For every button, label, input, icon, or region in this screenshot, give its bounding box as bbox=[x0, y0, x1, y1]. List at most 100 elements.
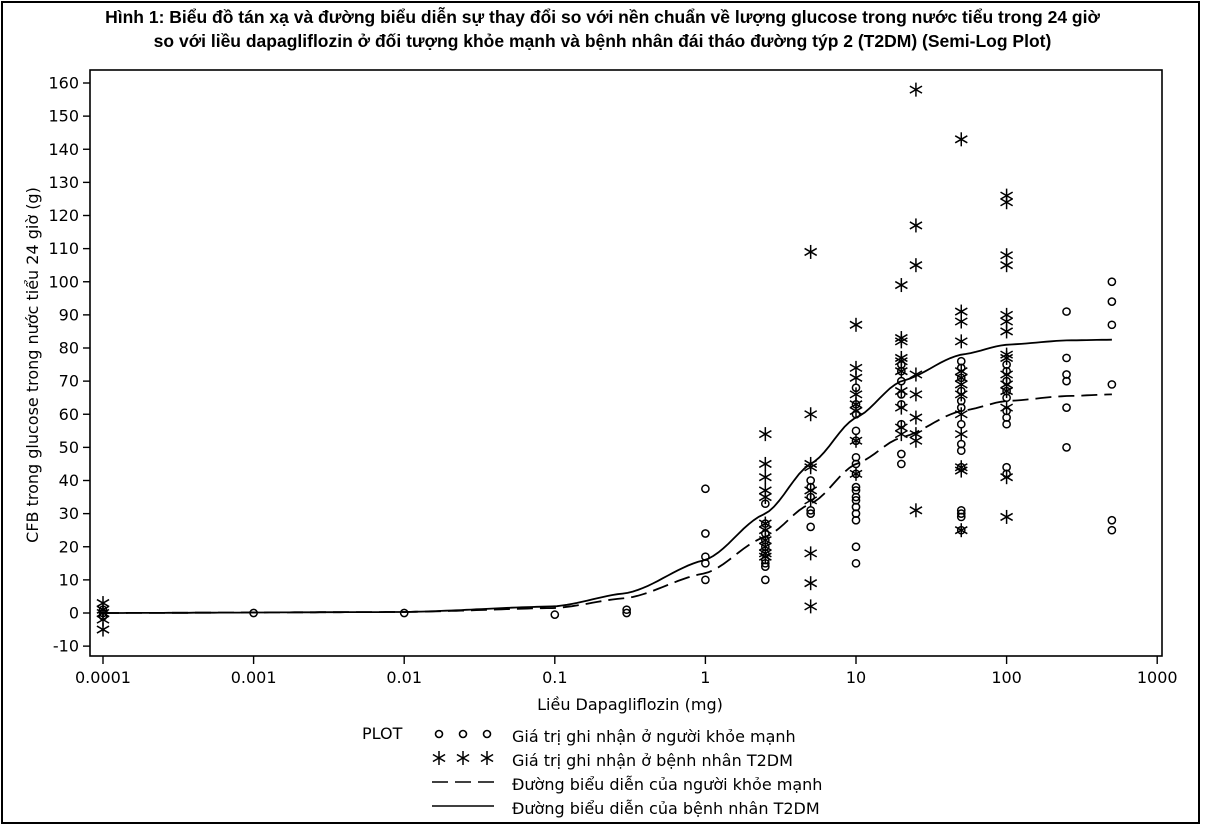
asterisk-marker bbox=[758, 456, 772, 471]
x-tick-label: 1 bbox=[700, 668, 710, 687]
asterisk-marker bbox=[849, 317, 863, 332]
x-tick-label: 0.01 bbox=[386, 668, 422, 687]
asterisk-marker bbox=[849, 433, 863, 448]
asterisk-marker bbox=[758, 427, 772, 442]
healthy-data-point bbox=[851, 482, 861, 492]
asterisk-marker bbox=[804, 244, 818, 259]
healthy-data-point bbox=[701, 558, 710, 568]
asterisk-marker bbox=[849, 370, 863, 385]
asterisk-marker bbox=[1000, 324, 1014, 339]
healthy-data-point bbox=[399, 608, 409, 618]
asterisk-marker bbox=[909, 387, 923, 402]
asterisk-marker bbox=[849, 403, 863, 418]
y-tick-label: 90 bbox=[59, 305, 79, 324]
x-tick-label: 0.0001 bbox=[75, 668, 131, 687]
healthy-data-point bbox=[760, 575, 770, 585]
asterisk-marker bbox=[758, 470, 772, 485]
legend-item-t2dm-points: Giá trị ghi nhận ở bệnh nhân T2DM bbox=[430, 748, 793, 770]
healthy-data-point bbox=[1107, 297, 1117, 306]
asterisk-marker bbox=[909, 258, 923, 273]
solid-line-icon bbox=[430, 796, 512, 820]
asterisk-marker bbox=[1000, 384, 1014, 399]
y-tick-label: 80 bbox=[59, 339, 79, 358]
healthy-data-point bbox=[896, 449, 906, 459]
asterisk-marker bbox=[1000, 195, 1014, 210]
x-tick-label: 0.001 bbox=[231, 668, 277, 687]
healthy-data-point bbox=[1062, 353, 1071, 363]
legend-item-t2dm-curve: Đường biểu diễn của bệnh nhân T2DM bbox=[430, 796, 820, 818]
healthy-data-point bbox=[622, 608, 632, 618]
asterisk-marker bbox=[1000, 400, 1014, 415]
y-tick-label: 120 bbox=[48, 206, 79, 225]
asterisk-marker bbox=[894, 384, 908, 399]
y-tick-label: 70 bbox=[59, 372, 79, 391]
asterisk-marker bbox=[894, 278, 908, 293]
healthy-data-point bbox=[851, 426, 861, 436]
y-tick-label: 0 bbox=[69, 604, 79, 623]
y-tick-label: 150 bbox=[48, 107, 79, 126]
healthy-data-point bbox=[956, 509, 966, 518]
asterisk-marker bbox=[954, 132, 968, 147]
circle-marker-icon bbox=[430, 724, 512, 748]
healthy-data-point bbox=[1107, 525, 1117, 535]
figure-title-line-2: so với liều dapagliflozin ở đối tượng kh… bbox=[153, 31, 1052, 51]
asterisk-marker bbox=[96, 622, 110, 637]
legend-item-healthy-points: Giá trị ghi nhận ở người khỏe mạnh bbox=[430, 724, 796, 746]
asterisk-marker bbox=[1000, 509, 1014, 524]
asterisk-marker bbox=[804, 599, 818, 614]
asterisk-marker bbox=[954, 334, 968, 349]
x-tick-label: 100 bbox=[991, 668, 1022, 687]
healthy-data-point bbox=[1107, 320, 1117, 330]
asterisk-marker bbox=[954, 314, 968, 329]
axes: -100102030405060708090100110120130140150… bbox=[48, 69, 1178, 687]
dashed-line-icon bbox=[430, 772, 512, 796]
asterisk-marker bbox=[804, 546, 818, 561]
healthy-data-point bbox=[1107, 515, 1117, 525]
asterisk-marker bbox=[758, 490, 772, 505]
asterisk-marker bbox=[954, 427, 968, 442]
healthy-data-point bbox=[851, 542, 861, 552]
asterisk-marker bbox=[804, 460, 818, 475]
asterisk-marker bbox=[909, 410, 923, 425]
healthy-data-point bbox=[1062, 376, 1071, 386]
healthy-data-point bbox=[1107, 380, 1117, 389]
legend-item-healthy-curve: Đường biểu diễn của người khỏe mạnh bbox=[430, 772, 822, 794]
y-tick-label: 130 bbox=[48, 173, 79, 192]
asterisk-marker bbox=[456, 751, 470, 765]
asterisk-marker bbox=[432, 751, 446, 765]
healthy-data-point bbox=[701, 529, 710, 538]
asterisk-marker bbox=[1000, 350, 1014, 365]
asterisk-marker bbox=[1000, 258, 1014, 273]
asterisk-marker bbox=[909, 218, 923, 233]
asterisk-marker bbox=[954, 463, 968, 478]
y-tick-label: 60 bbox=[59, 405, 79, 424]
data-points bbox=[96, 82, 1117, 637]
x-tick-label: 1000 bbox=[1137, 668, 1178, 687]
y-tick-label: -10 bbox=[53, 637, 79, 656]
figure-title-line-1: Hình 1: Biểu đồ tán xạ và đường biểu diễ… bbox=[105, 7, 1100, 27]
healthy-data-point bbox=[701, 575, 710, 585]
healthy-data-point bbox=[1062, 307, 1071, 316]
healthy-data-point bbox=[956, 446, 966, 456]
healthy-data-point bbox=[806, 522, 816, 532]
asterisk-marker bbox=[804, 576, 818, 591]
y-tick-label: 140 bbox=[48, 140, 79, 159]
y-tick-label: 40 bbox=[59, 471, 79, 490]
healthy-data-point bbox=[1062, 443, 1071, 452]
asterisk-marker bbox=[894, 400, 908, 415]
y-axis-label: CFB trong glucose trong nước tiểu 24 giờ… bbox=[23, 187, 42, 543]
asterisk-marker bbox=[894, 427, 908, 442]
legend-header: PLOT bbox=[362, 724, 403, 743]
healthy-data-point bbox=[550, 610, 560, 620]
asterisk-marker bbox=[909, 433, 923, 448]
asterisk-marker bbox=[894, 334, 908, 349]
asterisk-marker bbox=[849, 466, 863, 481]
asterisk-marker bbox=[954, 387, 968, 402]
asterisk-marker bbox=[909, 367, 923, 382]
y-tick-label: 160 bbox=[48, 74, 79, 93]
y-tick-label: 20 bbox=[59, 537, 79, 556]
x-axis-label: Liều Dapagliflozin (mg) bbox=[537, 695, 723, 714]
asterisk-marker bbox=[1000, 470, 1014, 485]
